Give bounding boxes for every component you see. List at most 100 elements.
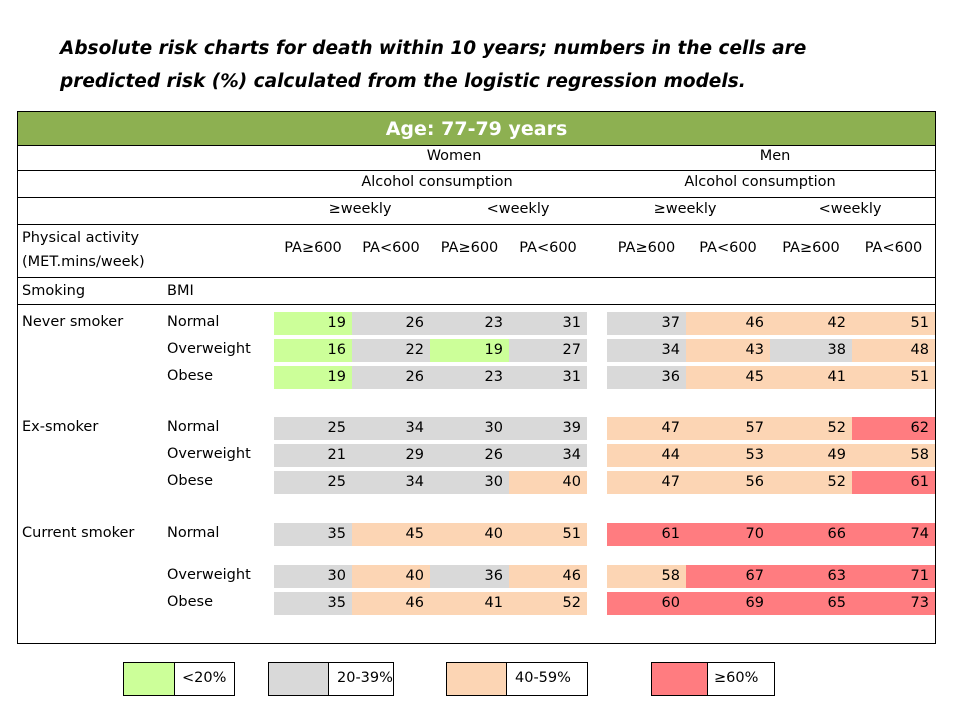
risk-cell: 41	[770, 366, 852, 389]
risk-cell: 66	[770, 523, 852, 546]
risk-cell: 71	[852, 565, 935, 588]
risk-cell: 27	[509, 339, 587, 362]
risk-cell: 21	[274, 444, 352, 467]
bmi-label: Overweight	[167, 567, 251, 583]
alcohol-cat: <weekly	[486, 201, 550, 217]
risk-cell: 34	[607, 339, 686, 362]
legend-item	[268, 662, 394, 696]
alcohol-cat: ≥weekly	[653, 201, 717, 217]
risk-cell: 29	[352, 444, 430, 467]
risk-cell: 61	[852, 471, 935, 494]
legend-item	[123, 662, 235, 696]
bmi-label: Obese	[167, 473, 214, 489]
pa-header-cell: PA<600	[362, 240, 420, 256]
risk-cell: 60	[607, 592, 686, 615]
age-header: Age: 77-79 years	[18, 112, 935, 145]
risk-cell: 44	[607, 444, 686, 467]
risk-cell: 31	[509, 312, 587, 335]
legend-label: <20%	[182, 670, 227, 686]
risk-cell: 48	[852, 339, 935, 362]
alcohol-label-men: Alcohol consumption	[684, 174, 836, 190]
bmi-label: Overweight	[167, 341, 251, 357]
risk-cell: 38	[770, 339, 852, 362]
legend-label: 40-59%	[515, 670, 571, 686]
pa-header-cell: PA≥600	[440, 240, 499, 256]
smoking-status-label: Never smoker	[22, 314, 124, 330]
risk-cell: 47	[607, 417, 686, 440]
risk-cell: 41	[430, 592, 509, 615]
risk-cell: 36	[430, 565, 509, 588]
risk-cell: 40	[352, 565, 430, 588]
risk-cell: 26	[430, 444, 509, 467]
risk-cell: 45	[352, 523, 430, 546]
rule	[17, 170, 936, 171]
pa-header-cell: PA≥600	[782, 240, 840, 256]
bmi-label: Normal	[167, 525, 220, 541]
legend-swatch	[447, 663, 507, 695]
risk-cell: 67	[686, 565, 770, 588]
risk-cell: 49	[770, 444, 852, 467]
pa-header-cell: PA<600	[864, 240, 923, 256]
smoking-header: Smoking	[22, 283, 86, 299]
risk-cell: 35	[274, 523, 352, 546]
risk-cell: 30	[430, 471, 509, 494]
legend-item	[651, 662, 775, 696]
risk-cell: 43	[686, 339, 770, 362]
risk-cell: 46	[686, 312, 770, 335]
risk-cell: 26	[352, 312, 430, 335]
alcohol-label-women: Alcohol consumption	[361, 174, 513, 190]
risk-cell: 16	[274, 339, 352, 362]
rule	[17, 304, 936, 305]
alcohol-cat: ≥weekly	[328, 201, 392, 217]
risk-cell: 45	[686, 366, 770, 389]
risk-cell: 56	[686, 471, 770, 494]
risk-cell: 46	[352, 592, 430, 615]
pa-header-cell: PA≥600	[617, 240, 676, 256]
risk-cell: 36	[607, 366, 686, 389]
risk-cell: 70	[686, 523, 770, 546]
risk-cell: 22	[352, 339, 430, 362]
rule	[17, 145, 936, 146]
risk-cell: 65	[770, 592, 852, 615]
risk-cell: 47	[607, 471, 686, 494]
risk-cell: 69	[686, 592, 770, 615]
risk-cell: 25	[274, 471, 352, 494]
legend-swatch	[269, 663, 329, 695]
risk-cell: 19	[274, 312, 352, 335]
risk-cell: 52	[770, 417, 852, 440]
risk-cell: 30	[274, 565, 352, 588]
bmi-label: Obese	[167, 368, 214, 384]
risk-cell: 19	[274, 366, 352, 389]
risk-table-frame	[17, 111, 936, 644]
sex-women-label: Women	[426, 148, 482, 164]
rule	[17, 197, 936, 198]
risk-cell: 52	[770, 471, 852, 494]
legend-label: 20-39%	[337, 670, 393, 686]
risk-cell: 40	[430, 523, 509, 546]
smoking-status-label: Current smoker	[22, 525, 135, 541]
risk-cell: 51	[852, 312, 935, 335]
risk-cell: 57	[686, 417, 770, 440]
pa-header-cell: PA<600	[699, 240, 757, 256]
legend-item	[446, 662, 588, 696]
rule	[17, 277, 936, 278]
risk-cell: 61	[607, 523, 686, 546]
risk-cell: 34	[509, 444, 587, 467]
risk-cell: 34	[352, 417, 430, 440]
bmi-label: Obese	[167, 594, 214, 610]
sex-men-label: Men	[759, 148, 791, 164]
risk-cell: 62	[852, 417, 935, 440]
risk-cell: 19	[430, 339, 509, 362]
risk-cell: 37	[607, 312, 686, 335]
risk-cell: 31	[509, 366, 587, 389]
risk-cell: 58	[852, 444, 935, 467]
risk-cell: 52	[509, 592, 587, 615]
pa-row-label: Physical activity (MET.mins/week)	[22, 230, 145, 270]
risk-cell: 23	[430, 312, 509, 335]
risk-cell: 58	[607, 565, 686, 588]
bmi-header: BMI	[167, 283, 194, 299]
risk-cell: 74	[852, 523, 935, 546]
bmi-label: Normal	[167, 314, 220, 330]
risk-cell: 23	[430, 366, 509, 389]
pa-header-cell: PA≥600	[284, 240, 342, 256]
